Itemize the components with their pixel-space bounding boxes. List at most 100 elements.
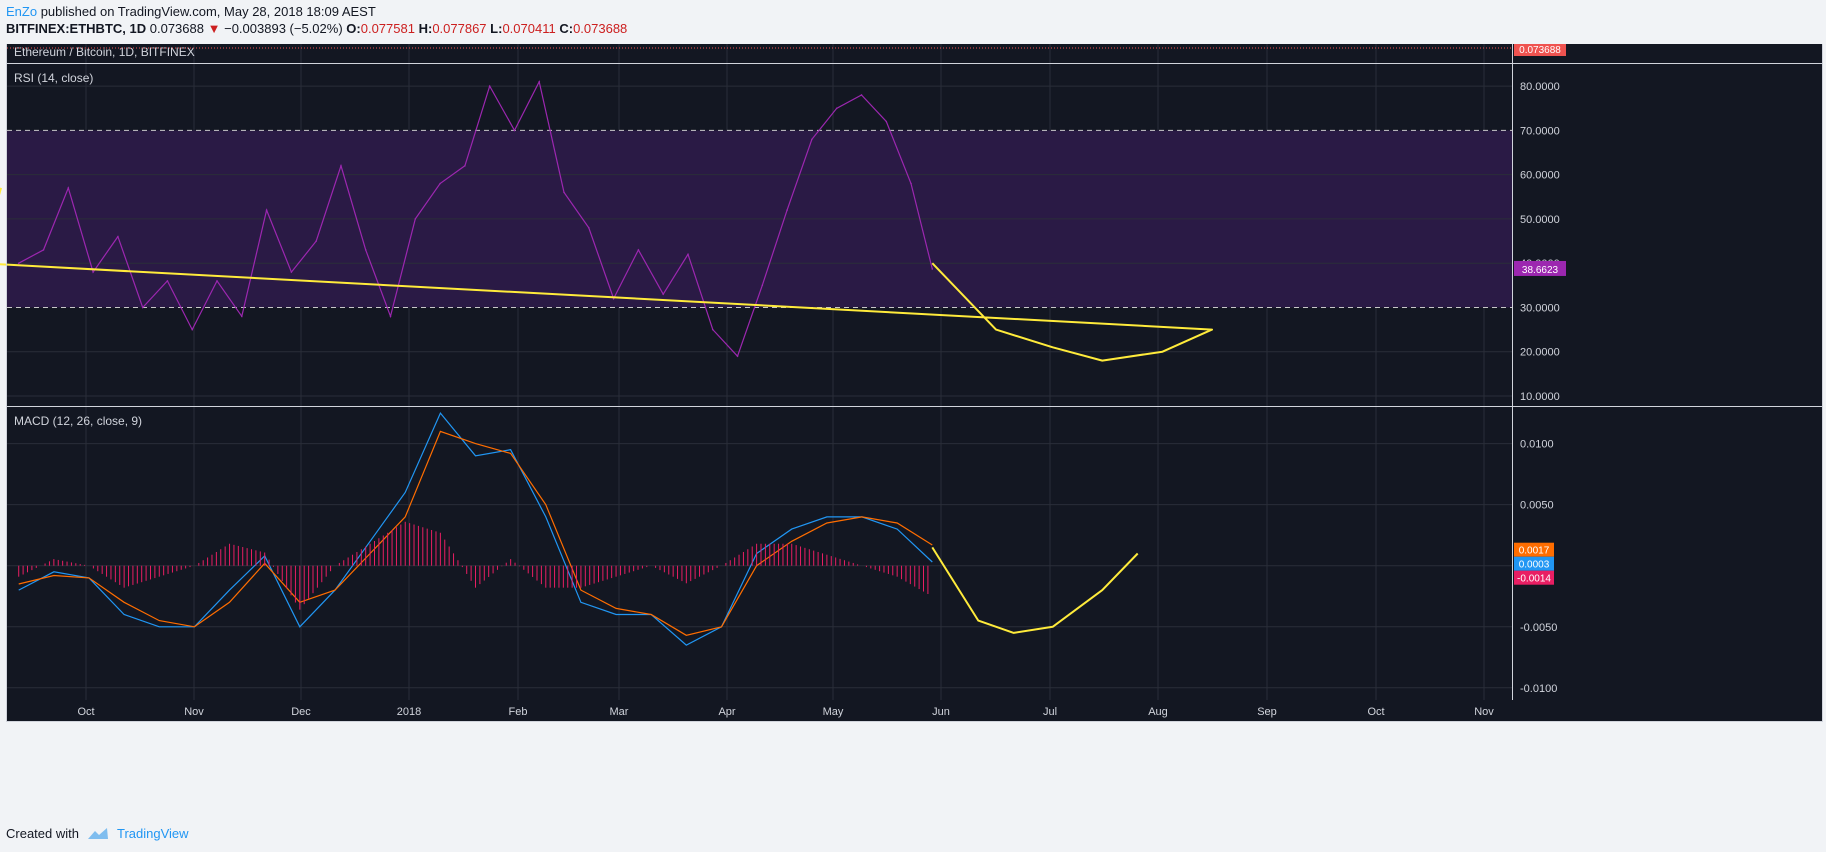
- rsi-point: [761, 284, 764, 287]
- macd-tick-label: 0.0100: [1520, 439, 1554, 451]
- macd-last-badge: [1514, 542, 1554, 557]
- date-tick-label: Oct: [77, 706, 94, 718]
- macd-last-value: 0.0003: [1519, 560, 1550, 571]
- rsi-point: [860, 94, 863, 96]
- date-tick-label: Aug: [1148, 706, 1168, 718]
- rsi-point: [17, 262, 20, 264]
- rsi-point: [513, 129, 516, 132]
- price-last-value: 0.073688: [1519, 45, 1561, 56]
- macd-tick-label: -0.0100: [1520, 683, 1557, 695]
- rsi-point: [364, 249, 367, 251]
- date-tick-label: Mar: [610, 706, 629, 718]
- macd-last-badge: [1514, 570, 1554, 585]
- chart-border: [6, 44, 1823, 722]
- date-tick-label: May: [823, 706, 844, 718]
- date-tick-label: 2018: [397, 706, 421, 718]
- rsi-point: [637, 249, 640, 251]
- open-label: O:: [346, 21, 361, 36]
- date-tick-label: Nov: [184, 706, 204, 718]
- rsi-point: [67, 187, 70, 189]
- date-tick-label: Dec: [291, 706, 311, 718]
- symbol-label: BITFINEX:ETHBTC, 1D: [6, 21, 147, 36]
- rsi-point: [389, 315, 392, 318]
- rsi-point: [265, 209, 268, 211]
- rsi-projection-drawing: [0, 187, 1213, 362]
- macd-last-value: -0.0014: [1517, 574, 1551, 585]
- last-price: 0.073688: [149, 21, 204, 36]
- date-tick-label: Sep: [1257, 706, 1277, 718]
- rsi-point: [931, 268, 934, 270]
- rsi-point: [92, 271, 94, 273]
- close-value: 0.073688: [573, 21, 628, 36]
- rsi-point: [141, 306, 144, 309]
- rsi-point: [464, 165, 466, 167]
- low-value: 0.070411: [502, 21, 556, 36]
- rsi-point: [811, 138, 813, 141]
- footer: Created with TradingView: [6, 826, 189, 841]
- rsi-point: [736, 355, 739, 357]
- macd-last-badge: [1514, 556, 1554, 571]
- high-value: 0.077867: [432, 21, 487, 36]
- rsi-last-badge: [1514, 260, 1566, 276]
- rsi-point: [538, 80, 541, 83]
- rsi-tick-label: 70.0000: [1520, 125, 1560, 137]
- rsi-point: [835, 107, 838, 110]
- rsi-point: [711, 328, 714, 331]
- date-tick-label: Feb: [509, 706, 528, 718]
- macd-line: [18, 411, 933, 646]
- rsi-point: [216, 280, 218, 282]
- price-last-badge: [1514, 44, 1566, 56]
- rsi-point: [563, 191, 565, 194]
- rsi-line: [18, 79, 933, 358]
- change-arrow-icon: ▼: [207, 21, 221, 36]
- date-tick-label: Oct: [1367, 706, 1384, 718]
- rsi-tick-label: 10.0000: [1520, 391, 1560, 403]
- rsi-pane-title: RSI (14, close): [14, 71, 93, 85]
- rsi-point: [414, 218, 417, 220]
- rsi-point: [340, 165, 342, 167]
- rsi-point: [885, 120, 888, 123]
- rsi-point: [662, 293, 664, 295]
- rsi-point: [42, 249, 45, 251]
- change-value: −0.003893 (−5.02%): [224, 21, 343, 36]
- rsi-point: [290, 271, 293, 273]
- macd-pane-title: MACD (12, 26, close, 9): [14, 414, 142, 428]
- price-pane-title: Ethereum / Bitcoin, 1D, BITFINEX: [14, 45, 195, 59]
- rsi-point: [687, 253, 689, 256]
- macd-tick-label: 0.0050: [1520, 500, 1554, 512]
- rsi-tick-label: 50.0000: [1520, 214, 1560, 226]
- close-label: C:: [559, 21, 574, 36]
- rsi-tick-label: 60.0000: [1520, 170, 1560, 182]
- date-tick-label: Jun: [932, 706, 950, 718]
- rsi-point: [439, 182, 441, 185]
- open-value: 0.077581: [360, 21, 415, 36]
- high-label: H:: [418, 21, 433, 36]
- rsi-last-value: 38.6623: [1522, 265, 1559, 276]
- date-tick-label: Apr: [718, 706, 735, 718]
- date-axis-background: [7, 700, 1822, 722]
- macd-projection-drawing: [931, 546, 1139, 634]
- date-tick-label: Nov: [1474, 706, 1494, 718]
- low-label: L:: [490, 21, 503, 36]
- macd-last-value: 0.0017: [1519, 546, 1550, 557]
- chart-area[interactable]: Oct Nov Dec 2018 Feb Mar Apr May Jun Jul Aug Sep Oct…: [0, 44, 1826, 816]
- rsi-point: [166, 280, 169, 282]
- rsi-point: [191, 328, 194, 331]
- tradingview-link[interactable]: TradingView: [116, 826, 189, 841]
- rsi-point: [488, 85, 491, 87]
- created-with-text: Created with: [6, 826, 79, 841]
- author-link[interactable]: EnZo: [6, 4, 38, 19]
- macd-tick-label: -0.0050: [1520, 622, 1557, 634]
- rsi-point: [241, 315, 243, 318]
- signal-line: [18, 430, 933, 636]
- rsi-tick-label: 80.0000: [1520, 81, 1560, 93]
- rsi-tick-label: 30.0000: [1520, 302, 1560, 314]
- tradingview-logo-icon: [87, 827, 108, 839]
- rsi-point: [315, 240, 317, 242]
- publish-header: EnZo published on TradingView.com, May 2…: [0, 0, 1826, 44]
- rsi-point: [786, 209, 788, 211]
- symbol-line: BITFINEX:ETHBTC, 1D 0.073688 ▼ −0.003893…: [6, 21, 627, 36]
- publish-line: EnZo published on TradingView.com, May 2…: [6, 4, 376, 19]
- date-tick-label: Jul: [1043, 706, 1057, 718]
- rsi-tick-label: 20.0000: [1520, 347, 1560, 359]
